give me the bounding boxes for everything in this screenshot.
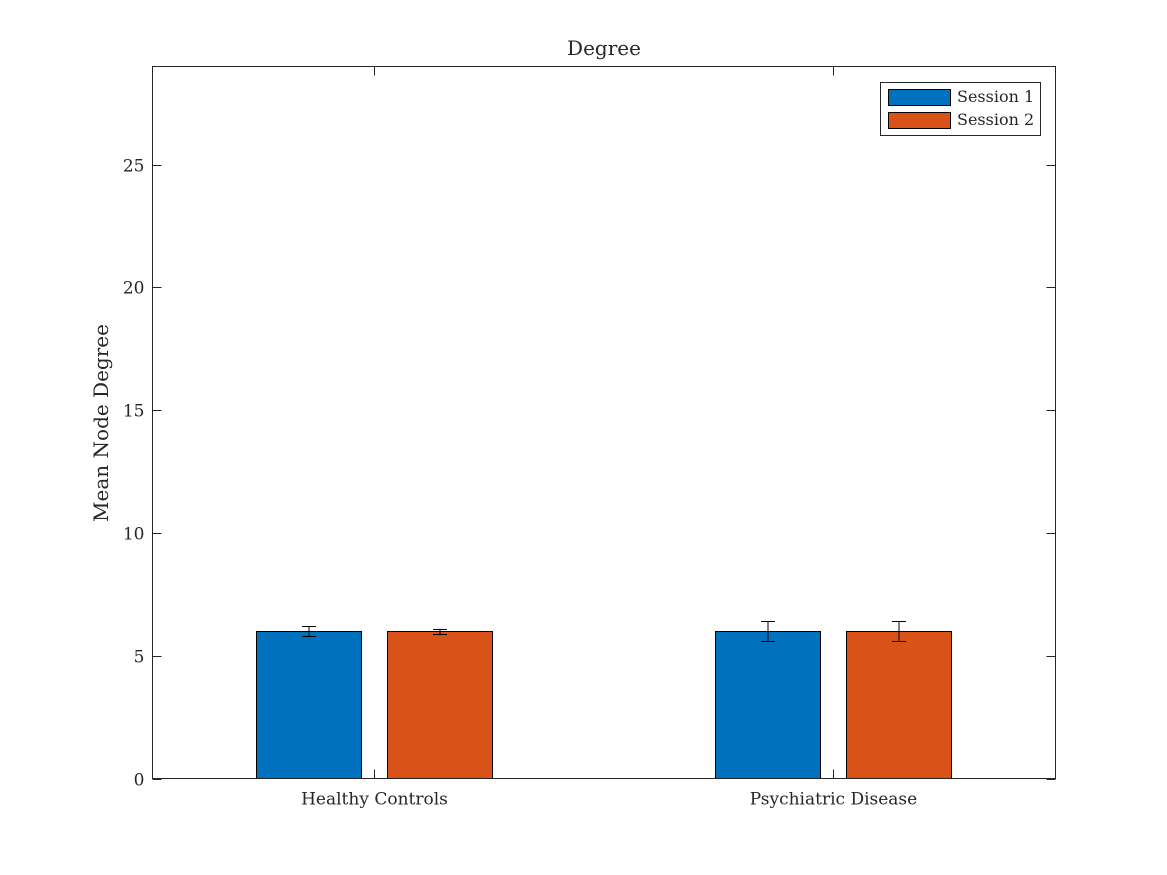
- legend-swatch-session-1: [888, 89, 951, 106]
- errorbars-layer: [302, 621, 906, 642]
- legend-label-session-2: Session 2: [957, 110, 1034, 129]
- x-tick-label: Healthy Controls: [301, 790, 448, 810]
- y-tick-label: 0: [134, 771, 145, 791]
- y-tick-label: 25: [123, 157, 145, 177]
- bar-session-1-psychiatric-disease: [715, 631, 821, 779]
- error-bar-session-1-healthy-controls: [302, 626, 316, 637]
- legend-swatch-session-2: [888, 112, 951, 129]
- x-tick-label: Psychiatric Disease: [750, 790, 917, 810]
- legend: Session 1 Session 2: [880, 82, 1041, 136]
- error-bar-session-1-psychiatric-disease: [761, 621, 775, 642]
- bar-session-2-psychiatric-disease: [846, 631, 952, 779]
- y-tick-label: 20: [123, 279, 145, 299]
- y-tick-label: 10: [123, 525, 145, 545]
- bars-layer: [256, 631, 952, 779]
- y-axis-label: Mean Node Degree: [89, 324, 113, 522]
- bar-session-2-healthy-controls: [387, 631, 493, 779]
- y-tick-label: 15: [123, 402, 145, 422]
- ticks-layer: 0 5 10 15 20 25 Healthy Controls Psychiatric Di…: [123, 66, 1056, 810]
- plot-area-frame: [152, 66, 1056, 779]
- chart-title: Degree: [567, 36, 641, 60]
- y-tick-label: 5: [134, 648, 145, 668]
- bar-session-1-healthy-controls: [256, 631, 362, 779]
- error-bar-session-2-psychiatric-disease: [892, 621, 906, 642]
- error-bar-session-2-healthy-controls: [433, 629, 447, 635]
- legend-label-session-1: Session 1: [957, 87, 1034, 106]
